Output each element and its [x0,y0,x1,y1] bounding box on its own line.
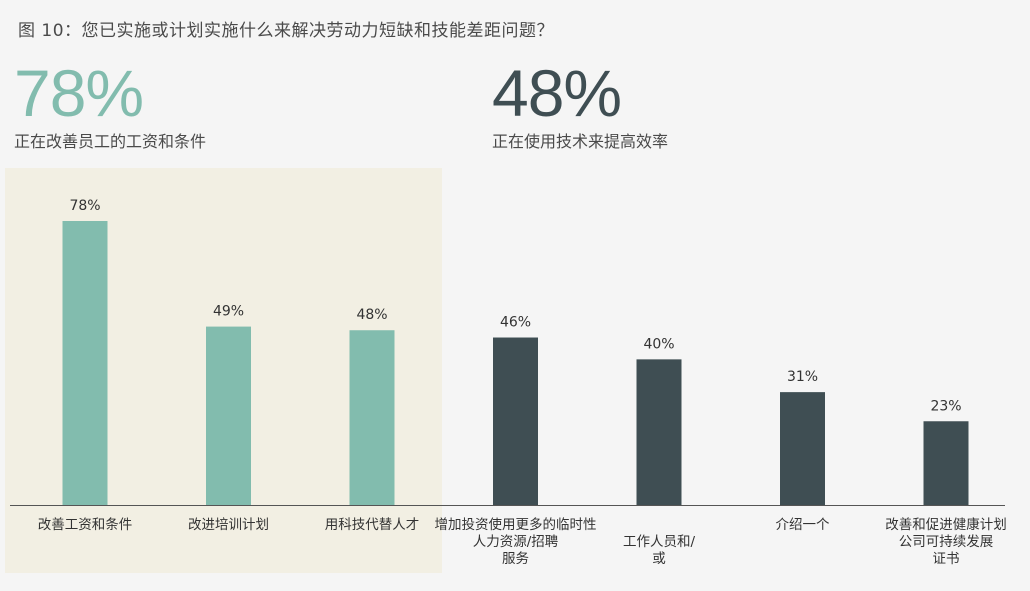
kpi-technology: 48% 正在使用技术来提高效率 [492,60,668,152]
kpi-wages-label: 正在改善员工的工资和条件 [14,132,207,151]
category-label-2: 改进培训计划 [188,517,269,533]
bar-value-label-6: 31% [787,369,818,385]
category-label-5-line-1: 工作人员和/ [623,534,695,550]
bar-value-label-2: 49% [213,304,244,320]
bar-5 [636,359,682,505]
kpi-wages-value: 78% [14,56,144,130]
category-label-4-line-3: 服务 [502,551,529,567]
bar-value-label-3: 48% [356,307,387,323]
kpi-technology-value: 48% [492,56,622,130]
bar-7 [923,421,969,505]
bar-4 [493,337,538,505]
category-label-1: 改善工资和条件 [38,516,133,533]
category-label-3: 用科技代替人才 [325,517,420,533]
bar-1 [62,221,108,505]
chart-title: 图 10：您已实施或计划实施什么来解决劳动力短缺和技能差距问题？ [18,21,555,41]
bar-3 [349,330,395,505]
bar-value-label-4: 46% [500,315,531,331]
bar-value-label-1: 78% [69,198,100,214]
category-label-7-line-1: 改善和促进健康计划 [885,516,1007,533]
bar-value-label-5: 40% [643,336,674,352]
category-label-4-line-1: 增加投资使用更多的临时性 [435,516,597,533]
category-label-7-line-3: 证书 [933,551,960,567]
bar-6 [780,392,825,505]
category-label-5-line-2: 或 [652,551,666,567]
bar-value-label-7: 23% [930,398,961,414]
category-label-6: 介绍一个 [776,517,830,533]
category-label-4-line-2: 人力资源/招聘 [473,534,559,550]
kpi-technology-label: 正在使用技术来提高效率 [492,132,669,151]
bar-2 [206,326,251,505]
category-label-7-line-2: 公司可持续发展 [899,534,994,550]
kpi-wages: 78% 正在改善员工的工资和条件 [14,60,206,152]
